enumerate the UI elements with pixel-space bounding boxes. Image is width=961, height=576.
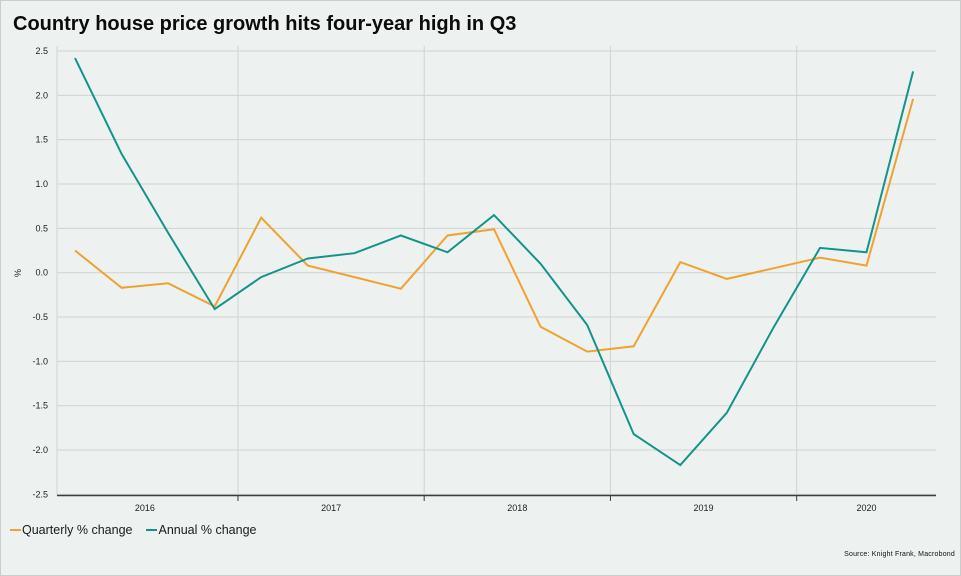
x-axis-year-label: 2019: [694, 503, 714, 513]
legend-item-annual: Annual % change: [146, 523, 256, 537]
y-axis-tick-label: 2.0: [35, 90, 48, 100]
y-axis-tick-label: 0.0: [35, 268, 48, 278]
source-credit: Source: Knight Frank, Macrobond: [844, 551, 955, 558]
y-axis-tick-label: -2.0: [32, 445, 48, 455]
legend-label-quarterly: Quarterly % change: [22, 523, 133, 537]
legend-dash-icon-annual: [146, 528, 158, 532]
x-axis-year-label: 2018: [507, 503, 527, 513]
y-axis-tick-label: 0.5: [35, 223, 48, 233]
y-axis-tick-label: 1.0: [35, 179, 48, 189]
y-axis-tick-label: 1.5: [35, 135, 48, 145]
legend: Quarterly % change Annual % change: [10, 523, 256, 537]
y-axis-tick-label: -1.0: [32, 356, 48, 366]
x-axis-year-label: 2020: [857, 503, 877, 513]
legend-label-annual: Annual % change: [158, 523, 257, 537]
y-axis-tick-label: 2.5: [35, 46, 48, 56]
y-axis-label: %: [13, 269, 23, 277]
quarterly-change-line: [74, 98, 915, 353]
y-axis-tick-label: -1.5: [32, 401, 48, 411]
x-axis-year-label: 2017: [321, 503, 341, 513]
x-axis-year-label: 2016: [135, 503, 155, 513]
legend-item-quarterly: Quarterly % change: [10, 523, 132, 537]
chart-title: Country house price growth hits four-yea…: [13, 13, 517, 35]
legend-dash-icon-quarterly: [10, 528, 21, 532]
y-axis-tick-label: -2.5: [32, 489, 48, 499]
annual-change-line: [74, 57, 915, 467]
y-axis-tick-label: -0.5: [32, 312, 48, 322]
